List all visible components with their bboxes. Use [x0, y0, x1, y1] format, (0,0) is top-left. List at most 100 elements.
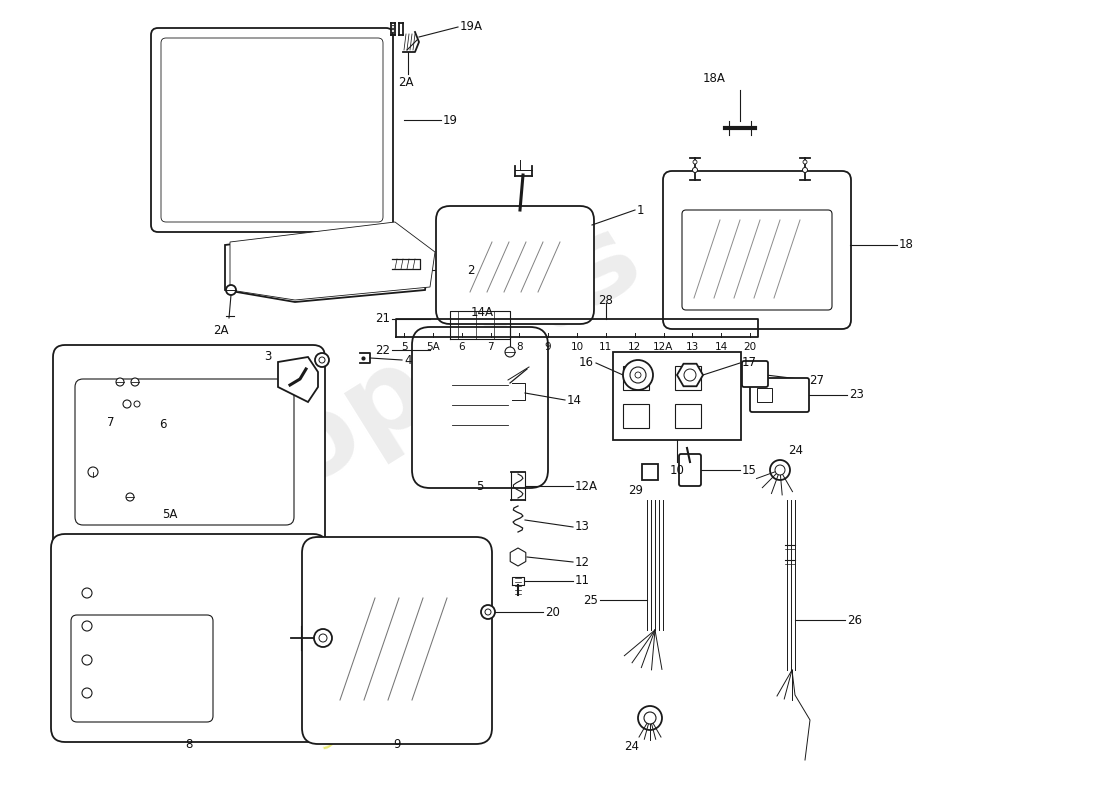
Text: 9: 9 [394, 738, 400, 750]
Text: 1: 1 [637, 203, 645, 217]
Text: 12A: 12A [575, 479, 598, 493]
Polygon shape [510, 548, 526, 566]
Text: a passion for cars: a passion for cars [184, 562, 396, 708]
Text: 3: 3 [265, 350, 272, 362]
Text: since 1985: since 1985 [311, 643, 469, 757]
FancyBboxPatch shape [613, 352, 741, 440]
Text: 25: 25 [583, 594, 598, 606]
Text: 12: 12 [575, 555, 590, 569]
Polygon shape [278, 357, 318, 402]
Text: 17: 17 [742, 357, 757, 370]
FancyBboxPatch shape [72, 615, 213, 722]
Circle shape [644, 712, 656, 724]
Polygon shape [676, 364, 703, 386]
Text: 5: 5 [400, 342, 407, 352]
Circle shape [505, 347, 515, 357]
Text: 27: 27 [808, 374, 824, 386]
FancyBboxPatch shape [161, 38, 383, 222]
Text: 22: 22 [375, 343, 390, 357]
FancyBboxPatch shape [436, 206, 594, 324]
Circle shape [123, 400, 131, 408]
FancyBboxPatch shape [51, 534, 327, 742]
Text: 16: 16 [579, 357, 594, 370]
Text: 11: 11 [600, 342, 613, 352]
Circle shape [82, 588, 92, 598]
FancyBboxPatch shape [151, 28, 393, 232]
Circle shape [684, 369, 696, 381]
Text: 7: 7 [108, 415, 115, 429]
Text: 29: 29 [628, 483, 643, 497]
Text: 2A: 2A [398, 75, 414, 89]
Circle shape [126, 493, 134, 501]
Text: 2: 2 [468, 263, 474, 277]
Text: 6: 6 [160, 418, 166, 430]
Circle shape [315, 353, 329, 367]
Circle shape [319, 357, 324, 363]
Text: 10: 10 [670, 463, 684, 477]
Circle shape [693, 160, 697, 164]
Text: 14: 14 [715, 342, 728, 352]
FancyBboxPatch shape [642, 464, 658, 480]
FancyBboxPatch shape [757, 388, 772, 402]
Circle shape [82, 688, 92, 698]
Text: 15: 15 [742, 463, 757, 477]
FancyBboxPatch shape [75, 379, 294, 525]
Text: 19: 19 [443, 114, 458, 126]
Circle shape [134, 401, 140, 407]
Circle shape [693, 167, 697, 173]
FancyBboxPatch shape [623, 404, 649, 428]
FancyBboxPatch shape [663, 171, 851, 329]
Circle shape [485, 609, 491, 615]
Circle shape [803, 160, 807, 164]
Text: 11: 11 [575, 574, 590, 587]
Circle shape [116, 378, 124, 386]
Text: 24: 24 [625, 739, 639, 753]
Text: 14: 14 [566, 394, 582, 406]
Text: 6: 6 [459, 342, 465, 352]
Circle shape [638, 706, 662, 730]
Circle shape [392, 30, 395, 33]
Text: 4: 4 [404, 354, 411, 366]
Text: 12A: 12A [653, 342, 673, 352]
Circle shape [392, 26, 395, 29]
Circle shape [319, 634, 327, 642]
FancyBboxPatch shape [675, 366, 701, 390]
Text: 9: 9 [544, 342, 551, 352]
Text: 5A: 5A [426, 342, 440, 352]
Circle shape [82, 655, 92, 665]
FancyBboxPatch shape [302, 537, 492, 744]
Text: 2A: 2A [213, 323, 229, 337]
Text: 18A: 18A [703, 71, 726, 85]
Polygon shape [226, 225, 430, 302]
Circle shape [803, 167, 807, 173]
Text: 13: 13 [575, 521, 590, 534]
Circle shape [770, 460, 790, 480]
Circle shape [226, 285, 236, 295]
Text: 10: 10 [571, 342, 584, 352]
Text: 20: 20 [744, 342, 757, 352]
Text: 28: 28 [598, 294, 614, 307]
Circle shape [82, 621, 92, 631]
FancyBboxPatch shape [682, 210, 832, 310]
Circle shape [314, 629, 332, 647]
Text: 19A: 19A [460, 21, 483, 34]
FancyBboxPatch shape [623, 366, 649, 390]
FancyBboxPatch shape [679, 454, 701, 486]
Text: europarts: europarts [81, 202, 659, 618]
Circle shape [623, 360, 653, 390]
Circle shape [131, 378, 139, 386]
Circle shape [481, 605, 495, 619]
Text: 26: 26 [847, 614, 862, 626]
Text: 20: 20 [544, 606, 560, 618]
Circle shape [776, 465, 785, 475]
Text: 12: 12 [628, 342, 641, 352]
Text: 14A: 14A [471, 306, 494, 318]
Text: 13: 13 [685, 342, 698, 352]
Text: 24: 24 [788, 443, 803, 457]
FancyBboxPatch shape [53, 345, 324, 554]
FancyBboxPatch shape [750, 378, 808, 412]
Text: 5A: 5A [162, 509, 177, 522]
Polygon shape [230, 222, 434, 300]
FancyBboxPatch shape [742, 361, 768, 387]
Circle shape [88, 467, 98, 477]
